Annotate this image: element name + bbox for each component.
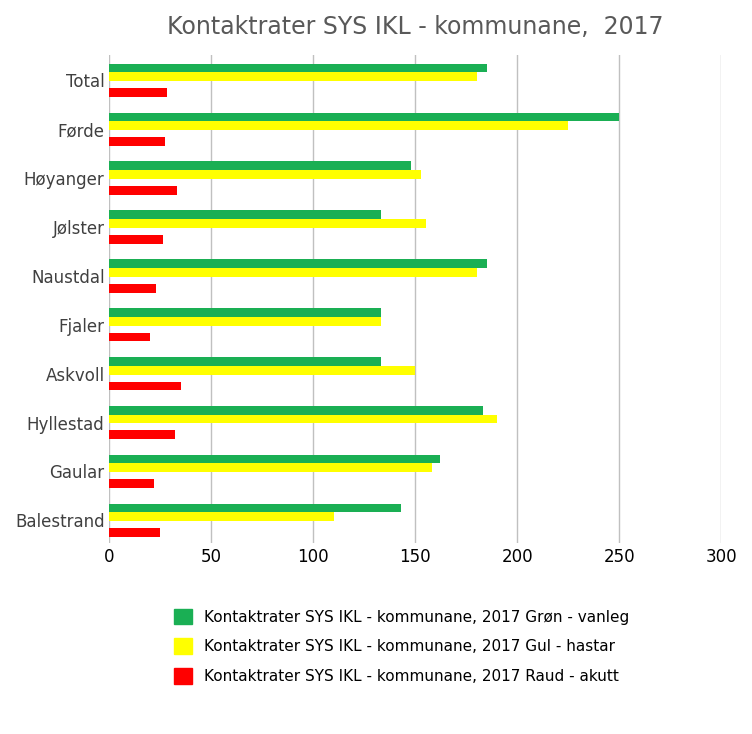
Bar: [110, 186, 177, 195]
Bar: [110, 504, 401, 512]
Title: Kontaktrater SYS IKL - kommunane,  2017: Kontaktrater SYS IKL - kommunane, 2017: [167, 15, 663, 39]
Bar: [110, 235, 162, 244]
Bar: [110, 112, 619, 121]
Bar: [110, 479, 154, 488]
Bar: [110, 64, 487, 73]
Bar: [110, 406, 483, 415]
Bar: [110, 430, 174, 439]
Bar: [110, 415, 497, 424]
Legend: Kontaktrater SYS IKL - kommunane, 2017 Grøn - vanleg, Kontaktrater SYS IKL - kom: Kontaktrater SYS IKL - kommunane, 2017 G…: [166, 601, 637, 691]
Bar: [110, 528, 160, 537]
Bar: [110, 454, 440, 463]
Bar: [110, 463, 432, 472]
Bar: [110, 137, 165, 146]
Bar: [110, 308, 381, 317]
Bar: [110, 366, 415, 374]
Bar: [110, 73, 477, 81]
Bar: [110, 88, 167, 97]
Bar: [110, 259, 487, 268]
Bar: [110, 121, 569, 130]
Bar: [110, 210, 381, 219]
Bar: [110, 357, 381, 366]
Bar: [110, 268, 477, 277]
Bar: [110, 382, 180, 390]
Bar: [110, 317, 381, 326]
Bar: [110, 161, 411, 170]
Bar: [110, 512, 334, 521]
Bar: [110, 170, 421, 179]
Bar: [110, 284, 156, 293]
Bar: [110, 219, 426, 228]
Bar: [110, 333, 150, 341]
